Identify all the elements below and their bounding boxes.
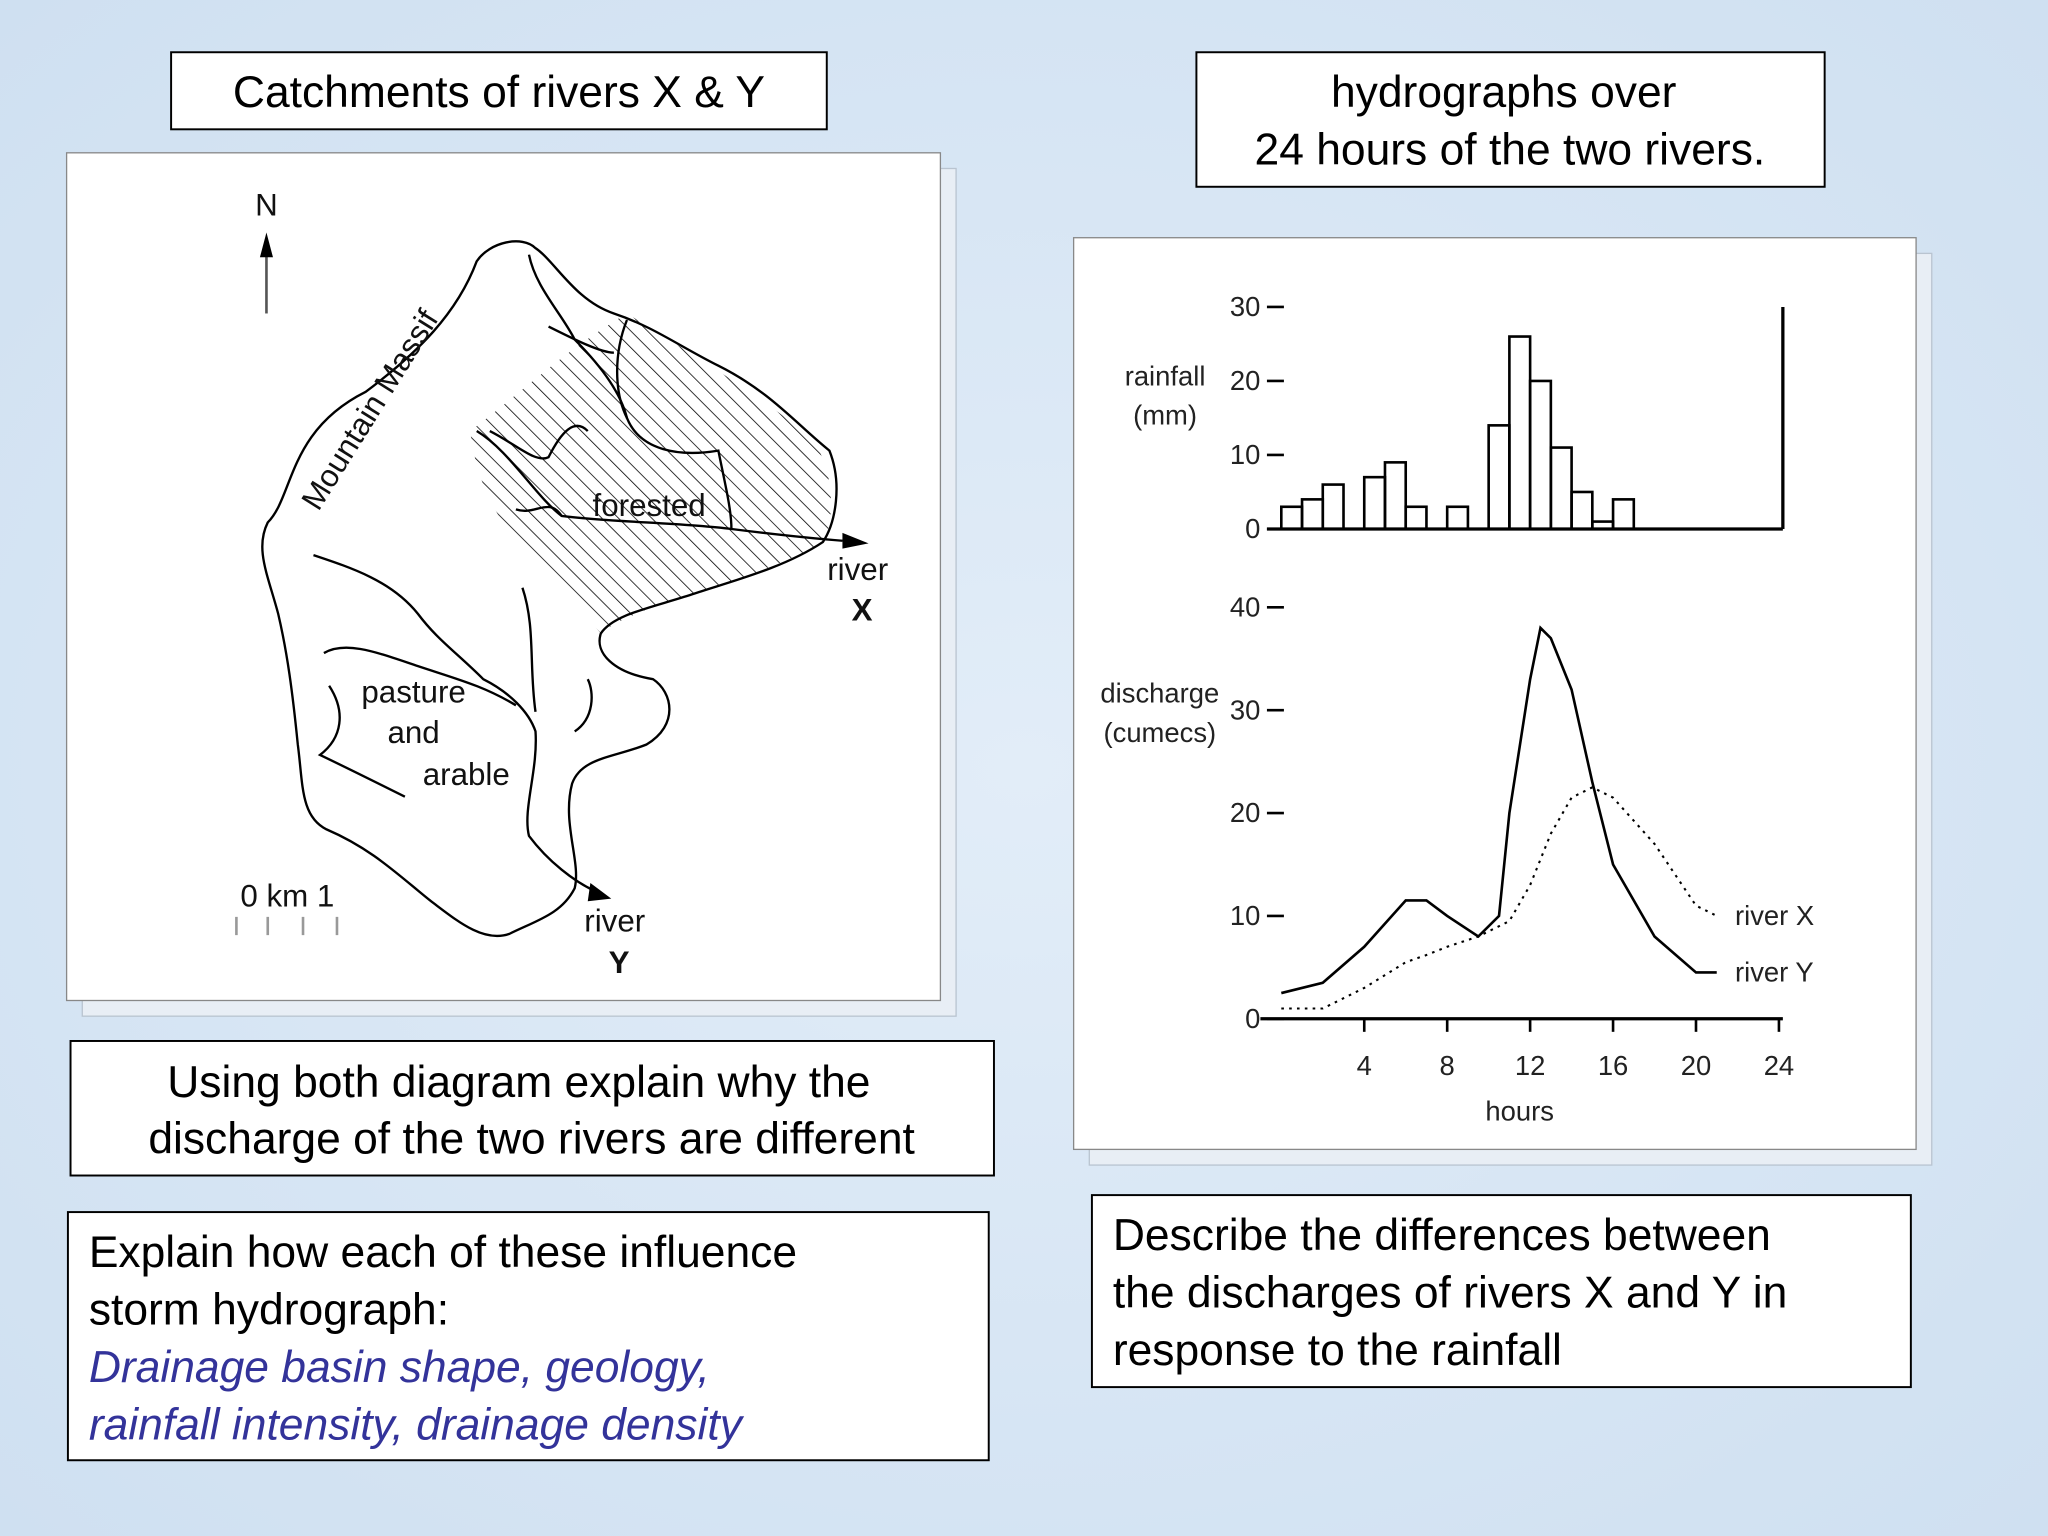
question-line: Describe the differences between <box>1113 1211 1771 1260</box>
x-tick-label: 20 <box>1681 1050 1711 1081</box>
x-tick-label: 16 <box>1598 1050 1628 1081</box>
x-tick-label: 8 <box>1440 1050 1455 1081</box>
question-line: the discharges of rivers X and Y in <box>1113 1268 1787 1317</box>
y-axis-label-line: rainfall <box>1125 360 1206 391</box>
title-box <box>170 51 828 131</box>
chart-panel <box>1072 237 1917 1151</box>
scale-ticks <box>235 916 339 936</box>
title-line: hydrographs over <box>1331 68 1677 117</box>
title-box <box>1195 51 1826 188</box>
river-x <box>476 430 843 542</box>
rainfall-bar <box>1404 505 1428 531</box>
title: Catchments of rivers X & Y <box>233 68 765 117</box>
question: Using both diagram explain why the disch… <box>148 1058 915 1163</box>
y-tick-label: 20 <box>1230 365 1260 396</box>
question-line: Explain how each of these influence <box>89 1228 797 1277</box>
question-line: Using both diagram explain why the <box>167 1058 870 1107</box>
y-tick-label: 30 <box>1230 694 1260 725</box>
x-axis-label: hours <box>1485 1096 1554 1127</box>
y-axis-label: discharge (cumecs) <box>1100 678 1219 748</box>
map-label: pasture and arable <box>361 675 509 792</box>
map-label-line: and <box>387 715 439 750</box>
rainfall-bar <box>1383 461 1408 531</box>
map-label-line: Y <box>609 945 630 980</box>
rainfall-bar <box>1549 446 1573 531</box>
question-box <box>69 1040 995 1177</box>
discharge-line <box>1280 625 1717 995</box>
rainfall-bar <box>1611 498 1636 531</box>
question: Explain how each of these influence stor… <box>89 1228 810 1334</box>
series-label: river Y <box>1735 957 1814 988</box>
y-axis-label-line: (mm) <box>1133 399 1197 430</box>
map-label: river X <box>827 552 897 627</box>
map-label-line: pasture <box>361 675 466 710</box>
rainfall-bar <box>1321 483 1345 531</box>
x-tick-label: 4 <box>1357 1050 1372 1081</box>
y-axis-label-line: discharge <box>1100 678 1219 709</box>
scale-label: 0 km 1 <box>240 878 334 913</box>
map-label-line: arable <box>423 757 510 792</box>
hydrograph: rainfall (mm) 0 10 20 30 discharge (cumecs) 0 10 2… <box>1100 291 1814 1127</box>
forest-area <box>470 313 832 634</box>
question-line: response to the rainfall <box>1113 1326 1562 1375</box>
arrow <box>842 532 869 549</box>
title-line: 24 hours of the two rivers. <box>1255 126 1766 175</box>
y-tick-label: 20 <box>1230 797 1260 828</box>
question: Describe the differences between the dis… <box>1113 1211 1800 1375</box>
title: hydrographs over 24 hours of the two riv… <box>1255 68 1766 174</box>
y-tick-label: 10 <box>1230 900 1260 931</box>
y-tick-label: 30 <box>1230 291 1260 322</box>
tributary <box>489 319 629 517</box>
x-tick-label: 24 <box>1764 1050 1794 1081</box>
y-axis-label-line: (cumecs) <box>1103 717 1216 748</box>
emphasis-line: Drainage basin shape, geology, <box>89 1343 710 1392</box>
river-y <box>313 553 595 892</box>
tributary <box>317 587 593 798</box>
x-tick-label: 12 <box>1515 1050 1545 1081</box>
question-line: storm hydrograph: <box>89 1285 449 1334</box>
rainfall-bar <box>1570 490 1594 531</box>
map-label-line: river <box>827 552 888 587</box>
map-label: forested <box>593 488 706 523</box>
map-label-line: river <box>584 903 645 938</box>
y-tick-label: 10 <box>1230 439 1260 470</box>
y-tick-label: 0 <box>1245 513 1260 544</box>
y-axis-label: rainfall (mm) <box>1125 360 1206 430</box>
map-label: river Y <box>584 903 654 980</box>
question-box <box>1090 1194 1912 1389</box>
y-tick-label: 40 <box>1230 591 1260 622</box>
question-emphasis: Drainage basin shape, geology, rainfall … <box>89 1343 745 1449</box>
rainfall-bar <box>1445 505 1470 531</box>
emphasis-line: rainfall intensity, drainage density <box>89 1400 745 1449</box>
y-tick-label: 0 <box>1245 1003 1260 1034</box>
map-label-line: X <box>852 592 873 627</box>
arrow <box>587 882 612 902</box>
series-label: river X <box>1735 900 1814 931</box>
question-line: discharge of the two rivers are differen… <box>148 1114 915 1163</box>
question-box <box>66 1211 990 1462</box>
north-arrow-head <box>259 232 273 258</box>
map-label: N <box>255 188 278 223</box>
